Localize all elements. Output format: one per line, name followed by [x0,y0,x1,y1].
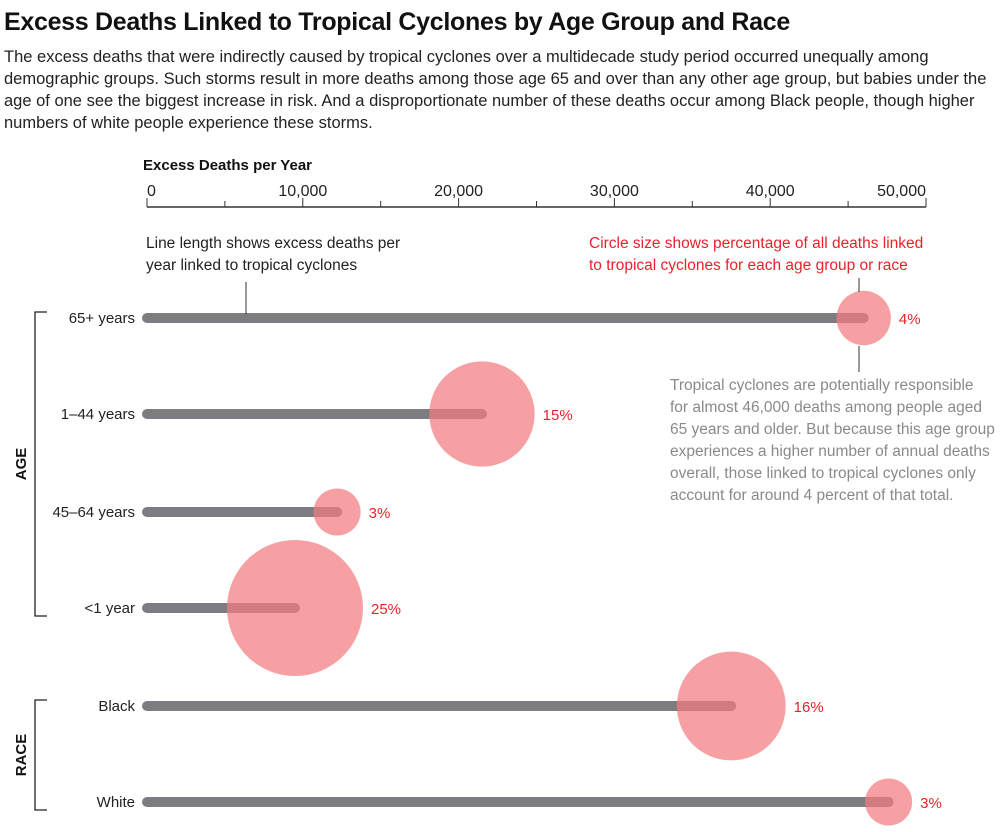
row-label: <1 year [85,600,135,617]
percent-circle [429,361,535,467]
x-tick-label: 0 [147,183,156,200]
row-label: 45–64 years [52,504,135,521]
x-tick-label: 40,000 [746,183,795,200]
percent-circle [676,651,786,761]
group-label: RACE [13,734,30,777]
chart-title: Excess Deaths Linked to Tropical Cyclone… [4,8,790,36]
chart-subtitle: The excess deaths that were indirectly c… [4,48,987,132]
row-label: 1–44 years [61,406,135,423]
row-label: 65+ years [69,310,135,327]
note-text: for almost 46,000 deaths among people ag… [670,399,982,416]
percent-label: 3% [369,505,391,522]
x-tick-label: 10,000 [278,183,327,200]
line-legend-text: year linked to tropical cyclones [146,257,357,274]
note-text: experiences a higher number of annual de… [670,443,990,460]
percent-label: 15% [543,407,573,424]
x-tick-label: 30,000 [590,183,639,200]
note-text: account for around 4 percent of that tot… [670,487,954,504]
note-text: overall, those linked to tropical cyclon… [670,465,976,482]
line-legend-text: Line length shows excess deaths per [146,235,400,252]
percent-label: 4% [899,311,921,328]
percent-circle [227,540,364,676]
percent-circle [836,290,891,346]
x-tick-label: 50,000 [877,183,926,200]
percent-label: 25% [371,601,401,618]
row-label: White [97,794,135,811]
percent-label: 16% [794,699,824,716]
x-tick-label: 20,000 [434,183,483,200]
circle-legend-text: to tropical cyclones for each age group … [589,257,908,274]
row-label: Black [98,698,135,715]
group-bracket [34,699,47,811]
group-bracket [34,311,47,617]
group-label: AGE [13,448,30,481]
note-text: Tropical cyclones are potentially respon… [670,377,974,394]
note-text: 65 years and older. But because this age… [670,421,995,438]
circle-legend-text: Circle size shows percentage of all deat… [589,235,923,252]
percent-label: 3% [920,795,942,812]
percent-circle [313,488,361,536]
percent-circle [865,778,913,826]
x-axis-label: Excess Deaths per Year [143,157,312,174]
